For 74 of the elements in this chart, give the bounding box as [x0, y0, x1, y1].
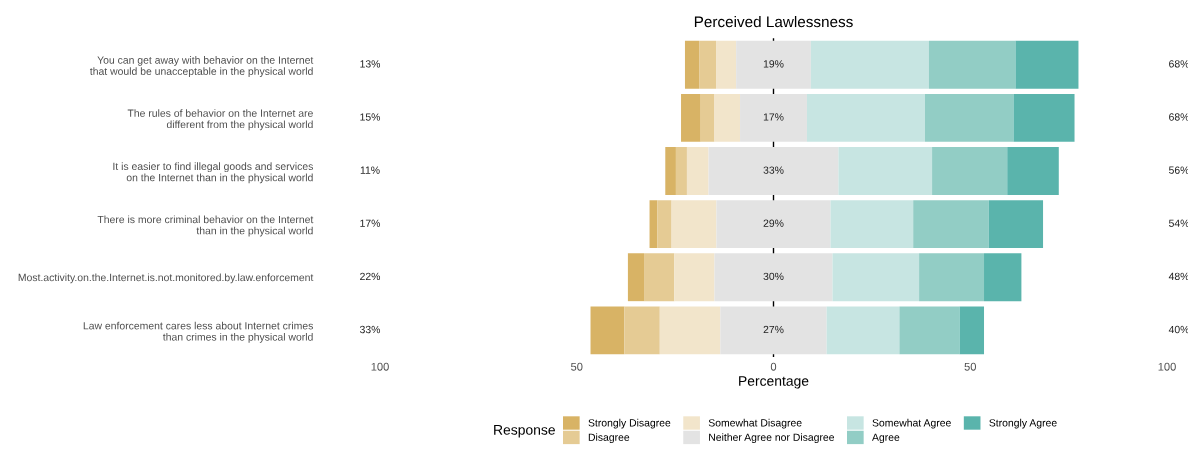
- bar: [806, 93, 925, 142]
- x-tick-label: 100: [371, 362, 389, 371]
- bar: [1007, 147, 1059, 195]
- x-tick-label: 100: [1158, 362, 1176, 371]
- bar: [644, 253, 675, 302]
- legend-label: Agree: [872, 433, 900, 443]
- bar: [624, 306, 660, 355]
- bar: [932, 147, 1008, 195]
- bar: [913, 200, 989, 249]
- x-tick-label: 50: [964, 362, 976, 371]
- data-label: 17%: [763, 113, 784, 121]
- bar: [681, 93, 701, 142]
- legend-label: Neither Agree nor Disagree: [709, 433, 835, 443]
- bar: [684, 40, 700, 89]
- bar: [714, 93, 741, 142]
- legend-label: Somewhat Agree: [872, 418, 951, 429]
- text: 13%: [360, 60, 381, 68]
- data-label: 27%: [763, 325, 784, 334]
- bar: [899, 306, 960, 355]
- bar: [675, 147, 687, 195]
- bar: [830, 200, 914, 249]
- bar: [959, 306, 985, 355]
- bar: [627, 253, 645, 302]
- bar: [826, 306, 900, 355]
- text: 22%: [360, 272, 381, 281]
- legend-label: Strongly Agree: [989, 418, 1057, 429]
- text: 17%: [360, 219, 381, 227]
- bar: [832, 253, 920, 302]
- bar: [1013, 93, 1075, 142]
- bar: [716, 200, 831, 249]
- bar: [1015, 40, 1079, 89]
- text: 33%: [359, 325, 381, 334]
- legend-label: Somewhat Disagree: [708, 418, 802, 429]
- data-label: 30%: [763, 272, 784, 281]
- bar: [700, 93, 715, 142]
- bar: [838, 147, 933, 195]
- legend-label: Strongly Disagree: [588, 418, 671, 429]
- bar: [925, 93, 1014, 142]
- bar: [674, 253, 715, 302]
- bar: [988, 200, 1044, 249]
- data-label: 33%: [763, 166, 784, 174]
- legend-label: Disagree: [588, 433, 630, 443]
- bar: [590, 306, 625, 355]
- bar: [984, 253, 1022, 302]
- y-tick-label: There is more criminal behavior on the Internet than in the physical world: [97, 215, 314, 237]
- chart-title: Perceived Lawlessness: [694, 15, 853, 28]
- bar: [740, 93, 807, 142]
- text: 15%: [360, 113, 381, 121]
- bar: [708, 147, 839, 195]
- bar: [714, 253, 833, 302]
- data-label: 19%: [763, 60, 784, 68]
- bar: [810, 40, 929, 89]
- y-tick-label: Law enforcement cares less about Internet crimes than crimes in the physical world: [83, 321, 313, 343]
- bar: [657, 200, 672, 249]
- bar: [919, 253, 985, 302]
- bar: [659, 306, 721, 355]
- bar: [928, 40, 1016, 89]
- x-tick-label: 50: [571, 362, 583, 371]
- y-tick-label: You can get away with behavior on the Internet that would be unacceptable in the physical world: [89, 56, 314, 78]
- bar: [716, 40, 737, 89]
- y-tick-label: It is easier to find illegal goods and services on the Internet than in the physical world: [113, 162, 313, 184]
- data-label: 29%: [763, 219, 784, 227]
- text: 11%: [360, 166, 380, 174]
- bar: [699, 40, 717, 89]
- bar: [736, 40, 811, 89]
- bar: [671, 200, 717, 249]
- bar: [686, 147, 709, 195]
- y-tick-label: The rules of behavior on the Internet are different from the physical world: [127, 109, 313, 131]
- x-axis-title: Percentage: [739, 376, 809, 389]
- legend-title: Response: [494, 425, 555, 438]
- bar: [720, 306, 827, 355]
- x-tick-label: 0: [770, 362, 777, 371]
- bar: [665, 147, 676, 195]
- y-tick-label: Most.activity.on.the.Internet.is.not.monitored.by.law.enforcement: [18, 273, 314, 284]
